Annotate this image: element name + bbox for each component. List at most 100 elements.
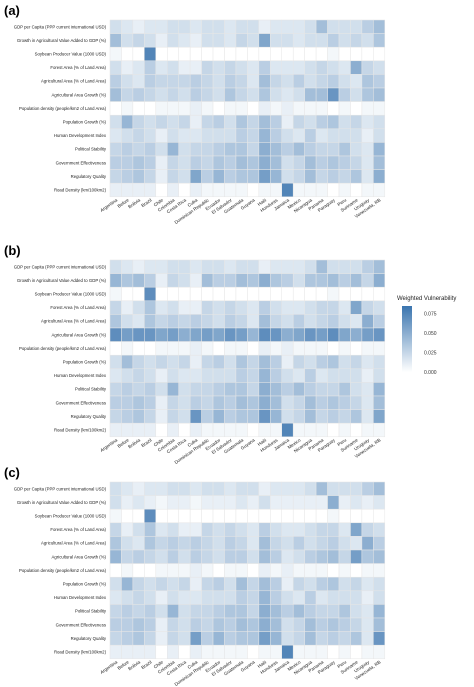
legend-colorbar [402,306,412,372]
heatmap-cell [155,495,168,510]
legend-tick-label: 0.075 [424,312,437,318]
heatmap-cell [212,87,225,102]
heatmap-cell [304,142,317,157]
heatmap-cell [201,549,214,564]
heatmap-cell [178,273,191,288]
heatmap-cell [304,644,317,660]
heatmap-cell [178,395,191,410]
heatmap-cell [121,368,134,383]
heatmap-cell [361,395,374,410]
heatmap-cell [350,604,363,619]
heatmap-cell [338,327,351,342]
heatmap-cell [167,549,179,564]
heatmap-cell [201,87,214,102]
heatmap-cell [350,409,363,424]
heatmap-cell [167,382,179,397]
heatmap-cell [155,142,168,157]
heatmap-cell [361,87,374,102]
heatmap-cell [304,46,317,62]
heatmap-cell [144,563,157,578]
heatmap-cell [132,114,145,130]
heatmap-cell [338,368,351,383]
heatmap-cell [315,354,328,370]
heatmap-cell [144,354,157,370]
heatmap-cell [350,590,363,605]
heatmap-cell [201,395,214,410]
heatmap-cell [235,508,248,524]
heatmap-cell [373,354,386,370]
heatmap-cell [144,644,157,660]
heatmap-cell [270,60,282,75]
heatmap-cell [167,314,179,329]
heatmap-cell [132,549,145,564]
heatmap-cell [361,576,374,592]
heatmap-cell [132,101,145,116]
heatmap-cell [338,19,351,34]
heatmap-cell [144,74,157,89]
heatmap-cell [292,33,305,48]
heatmap-cell [201,341,214,356]
heatmap-cell [373,74,386,89]
heatmap-cell [258,169,271,184]
heatmap-cell [155,644,168,660]
row-label: Agricultural Area (% of Land Area) [41,541,107,546]
heatmap-cell [109,46,122,62]
heatmap-cell [373,182,386,198]
heatmap-cell [350,481,363,496]
heatmap-cell [258,354,271,370]
heatmap-cell [292,259,305,274]
heatmap-cell [327,341,340,356]
heatmap-cell [121,644,134,660]
heatmap-cell [373,508,386,524]
heatmap-cell [121,46,134,62]
heatmap-cell [201,19,214,34]
heatmap-cell [144,631,157,646]
heatmap-cell [258,644,271,660]
heatmap-cell [361,563,374,578]
heatmap-cell [270,563,282,578]
column-label: Cuba [187,197,199,208]
heatmap-cell [235,382,248,397]
heatmap-cell [109,617,122,632]
heatmap-cell [178,409,191,424]
heatmap-cell [212,169,225,184]
heatmap-cell [327,114,340,130]
heatmap-cell [178,314,191,329]
heatmap-cell [327,182,340,198]
heatmap-cell [361,46,374,62]
heatmap-cell [373,617,386,632]
heatmap-cell [350,286,363,302]
heatmap-cell [155,508,168,524]
heatmap-cell [109,382,122,397]
heatmap-cell [315,576,328,592]
heatmap-cell [155,60,168,75]
heatmap-cell [167,409,179,424]
heatmap-cell [167,495,179,510]
heatmap-cell [224,631,237,646]
heatmap-cell [361,631,374,646]
heatmap-cell [235,631,248,646]
heatmap-cell [132,604,145,619]
heatmap-cell [167,286,179,302]
heatmap-cell [178,644,191,660]
heatmap-cell [292,644,305,660]
heatmap-cell [350,536,363,551]
heatmap-cell [270,508,282,524]
heatmap-cell [167,341,179,356]
heatmap-cell [189,604,202,619]
heatmap-cell [178,576,191,592]
heatmap-cell [247,536,260,551]
heatmap-cell [212,286,225,302]
heatmap-cell [109,576,122,592]
heatmap-cell [373,87,386,102]
heatmap-cell [224,481,237,496]
heatmap-cell [144,273,157,288]
heatmap-cell [292,508,305,524]
heatmap-cell [247,74,260,89]
heatmap-cell [247,300,260,315]
heatmap-cell [292,74,305,89]
heatmap-cell [327,286,340,302]
heatmap-cell [247,19,260,34]
heatmap-cell [327,368,340,383]
heatmap-cell [224,327,237,342]
